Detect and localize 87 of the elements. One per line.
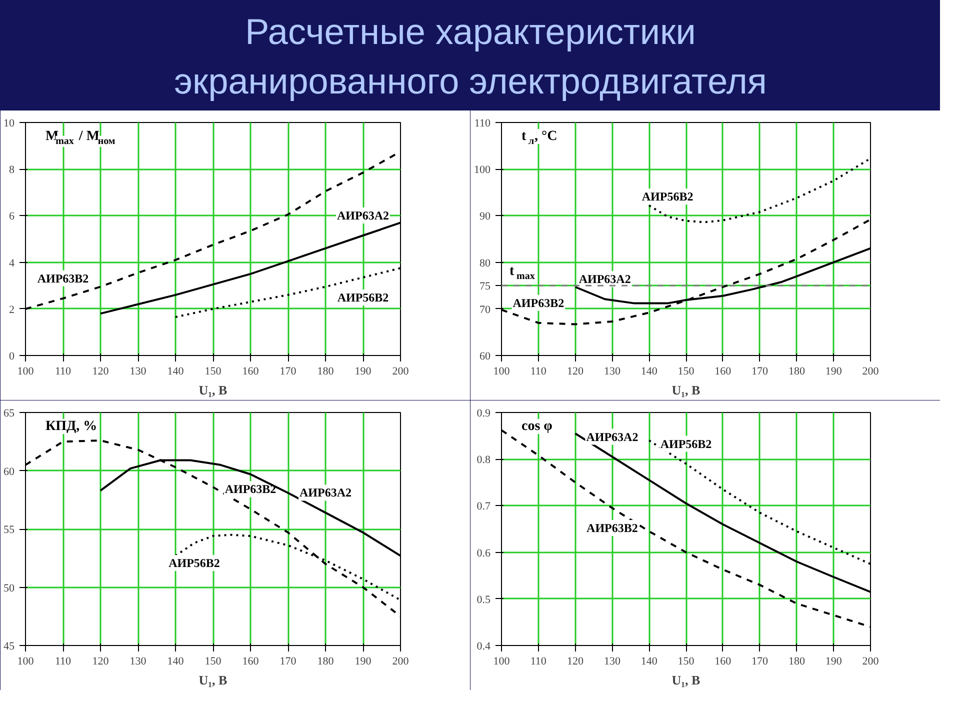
x-tick-label: 150 <box>678 656 695 668</box>
x-tick-label: 120 <box>567 656 584 668</box>
x-tick-label: 130 <box>130 366 147 378</box>
x-tick-label: 120 <box>92 366 110 378</box>
y-tick-label: 2 <box>9 304 14 316</box>
x-tick-label: 190 <box>825 656 842 668</box>
series-label: АИР56В2 <box>642 190 694 204</box>
x-tick-label: 120 <box>92 656 110 668</box>
x-tick-label: 190 <box>354 366 372 378</box>
y-tick-label: 0.4 <box>476 640 491 652</box>
series-label: АИР63В2 <box>37 271 89 286</box>
x-tick-label: 110 <box>530 366 547 378</box>
x-tick-label: 180 <box>788 656 806 668</box>
x-tick-label: 140 <box>167 366 184 378</box>
y-tick-label: 90 <box>480 210 491 223</box>
x-tick-label: 150 <box>678 366 695 378</box>
x-tick-label: 190 <box>825 366 842 378</box>
x-tick-label: 170 <box>280 366 297 378</box>
x-axis-title: U₁, B <box>198 672 228 688</box>
y-tick-label: 0.7 <box>476 500 491 513</box>
x-tick-label: 160 <box>242 366 260 378</box>
x-tick-label: 200 <box>862 656 880 668</box>
y-tick-label: 0.6 <box>476 547 491 560</box>
x-tick-label: 140 <box>640 366 658 378</box>
x-tick-label: 200 <box>392 656 410 668</box>
x-tick-label: 160 <box>714 366 732 378</box>
y-tick-label: 6 <box>9 210 15 223</box>
y-tick-label: 0 <box>9 350 15 362</box>
x-axis-title: U₁, B <box>672 382 701 398</box>
x-tick-label: 110 <box>54 366 72 378</box>
series-label: АИР56В2 <box>660 436 712 451</box>
series-label: АИР63А2 <box>300 486 352 500</box>
x-tick-label: 160 <box>242 656 260 668</box>
y-tick-label: 0.9 <box>476 408 491 420</box>
x-tick-label: 130 <box>604 366 621 378</box>
x-tick-label: 170 <box>280 656 297 668</box>
x-tick-label: 180 <box>788 366 806 378</box>
x-tick-label: 100 <box>17 656 34 668</box>
y-tick-label: 0.8 <box>476 454 491 466</box>
x-tick-label: 170 <box>752 656 769 668</box>
x-tick-label: 150 <box>204 656 222 668</box>
x-tick-label: 100 <box>17 366 34 378</box>
y-tick-label: 45 <box>4 640 15 652</box>
y-tick-label: 10 <box>4 118 15 130</box>
x-axis-title: U₁, B <box>672 672 701 688</box>
x-tick-label: 180 <box>317 656 334 668</box>
x-tick-label: 120 <box>567 366 584 378</box>
series-label: АИР56В2 <box>168 556 220 570</box>
x-tick-label: 100 <box>493 366 510 378</box>
x-axis-title: U₁, B <box>198 382 228 398</box>
y-tick-label: 4 <box>9 257 15 270</box>
x-tick-label: 180 <box>317 366 334 378</box>
y-tick-label: 50 <box>4 582 15 594</box>
x-tick-label: 140 <box>640 656 658 668</box>
x-tick-label: 170 <box>752 366 769 378</box>
series-label: АИР63А2 <box>578 272 631 286</box>
y-tick-label: 8 <box>9 164 15 176</box>
y-tick-label: 75 <box>480 280 491 293</box>
series-label: АИР56В2 <box>337 290 389 304</box>
series-label: АИР63А2 <box>586 430 638 444</box>
x-tick-label: 200 <box>392 366 410 378</box>
y-tick-label: 65 <box>4 408 15 420</box>
series-label: АИР63В2 <box>586 521 638 536</box>
y-tick-label: 60 <box>480 350 491 362</box>
x-tick-label: 110 <box>54 656 72 668</box>
series-label: АИР63В2 <box>224 482 276 496</box>
y-tick-label: 100 <box>474 164 491 176</box>
x-tick-label: 160 <box>714 656 732 668</box>
x-tick-label: 150 <box>204 366 222 378</box>
series-label: АИР63В2 <box>512 296 564 310</box>
x-tick-label: 130 <box>130 656 147 668</box>
y-tick-label: 110 <box>474 118 491 130</box>
x-tick-label: 110 <box>530 656 547 668</box>
y-axis-title: КПД, % <box>46 419 98 434</box>
y-tick-label: 80 <box>480 257 491 270</box>
y-tick-label: 55 <box>4 524 15 536</box>
y-tick-label: 70 <box>480 304 491 316</box>
y-axis-title: cos φ <box>522 419 553 434</box>
x-tick-label: 190 <box>354 656 372 668</box>
x-tick-label: 130 <box>604 656 621 668</box>
x-tick-label: 140 <box>167 656 184 668</box>
y-tick-label: 0.5 <box>476 594 491 606</box>
x-tick-label: 200 <box>862 366 880 378</box>
x-tick-label: 100 <box>493 656 510 668</box>
series-label: АИР63А2 <box>337 208 389 223</box>
chart-title: Расчетные характеристики экранированного электродвигателя <box>174 10 767 102</box>
y-tick-label: 60 <box>4 466 15 478</box>
